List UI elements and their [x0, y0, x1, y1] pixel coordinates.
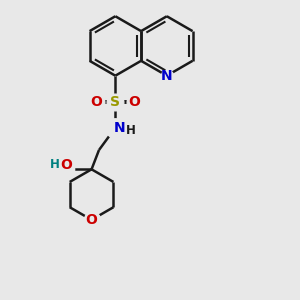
- Text: O: O: [129, 95, 141, 110]
- Text: H: H: [50, 158, 60, 171]
- Text: H: H: [126, 124, 136, 137]
- Text: O: O: [90, 95, 102, 110]
- Text: O: O: [85, 213, 98, 227]
- Text: N: N: [161, 69, 172, 83]
- Text: N: N: [114, 121, 125, 135]
- Text: O: O: [60, 158, 72, 172]
- Text: S: S: [110, 95, 120, 110]
